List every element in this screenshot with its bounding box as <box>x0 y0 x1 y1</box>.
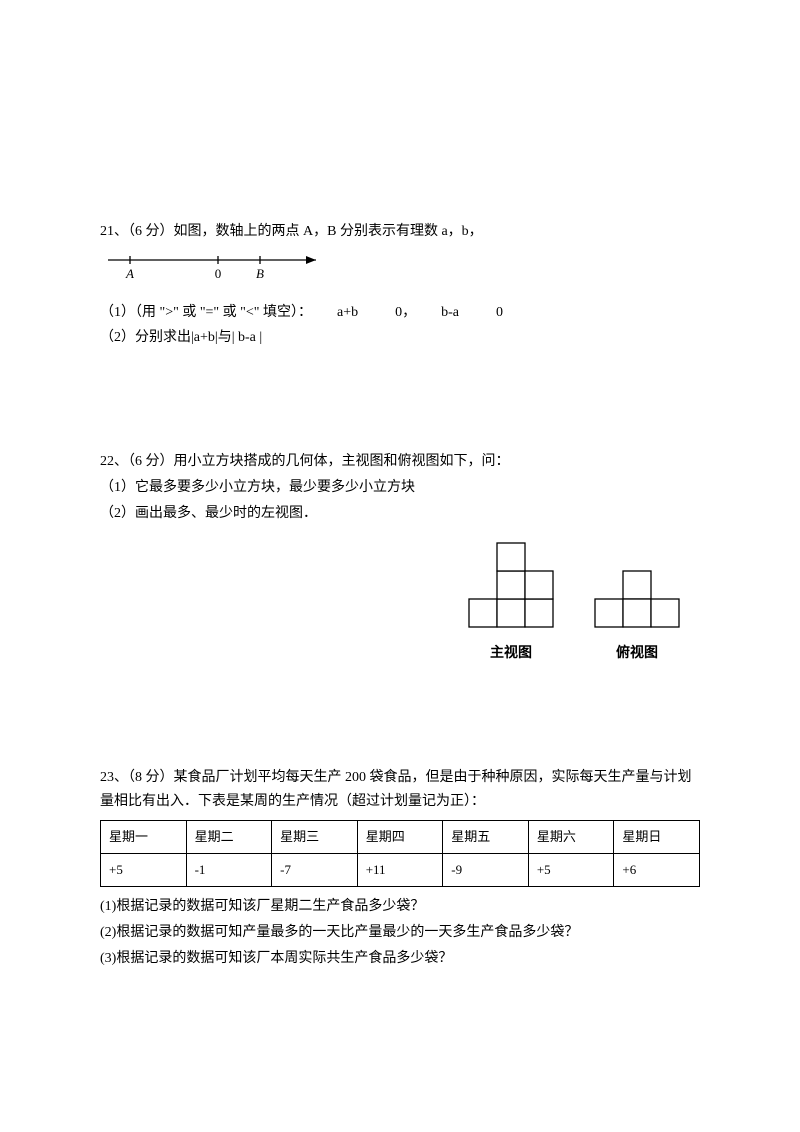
top-view-label: 俯视图 <box>594 642 680 666</box>
q23-sub2: (2)根据记录的数据可知产量最多的一天比产量最少的一天多生产食品多少袋？ <box>100 921 700 945</box>
q22-diagrams: 主视图 俯视图 <box>100 542 700 667</box>
table-header-cell: 星期二 <box>186 820 272 853</box>
question-21: 21、（6 分）如图，数轴上的两点 A，B 分别表示有理数 a，b， A 0 B （… <box>100 220 700 350</box>
q21-header: 21、（6 分）如图，数轴上的两点 A，B 分别表示有理数 a，b， <box>100 220 700 244</box>
table-header-cell: 星期四 <box>357 820 443 853</box>
front-view-svg <box>468 542 554 628</box>
q21-zero1: 0， <box>395 305 416 320</box>
table-row: +5-1-7+11-9+5+6 <box>101 853 700 886</box>
table-header-cell: 星期日 <box>614 820 700 853</box>
q21-expr2: b-a <box>441 305 459 320</box>
number-line-figure: A 0 B <box>100 250 700 295</box>
table-cell: +6 <box>614 853 700 886</box>
q21-zero2: 0 <box>496 305 503 320</box>
table-cell: +11 <box>357 853 443 886</box>
front-view-block: 主视图 <box>468 542 554 667</box>
q21-sub1-prefix: （1）（用 ">" 或 "=" 或 "<" 填空）： <box>100 305 312 320</box>
q23-sub1: (1)根据记录的数据可知该厂星期二生产食品多少袋？ <box>100 895 700 919</box>
svg-text:A: A <box>125 266 134 281</box>
table-header-cell: 星期三 <box>272 820 358 853</box>
table-cell: -7 <box>272 853 358 886</box>
number-line-svg: A 0 B <box>100 250 330 286</box>
table-cell: -9 <box>443 853 529 886</box>
question-23: 23、（8 分）某食品厂计划平均每天生产 200 袋食品，但是由于种种原因，实际… <box>100 766 700 970</box>
table-header-cell: 星期六 <box>528 820 614 853</box>
q21-sub2: （2）分别求出|a+b|与| b-a | <box>100 326 700 350</box>
table-header-cell: 星期五 <box>443 820 529 853</box>
q21-sub1: （1）（用 ">" 或 "=" 或 "<" 填空）： a+b 0， b-a 0 <box>100 301 700 325</box>
front-view-label: 主视图 <box>468 642 554 666</box>
q21-expr1: a+b <box>337 305 358 320</box>
q23-sub3: (3)根据记录的数据可知该厂本周实际共生产食品多少袋？ <box>100 947 700 971</box>
table-cell: +5 <box>101 853 187 886</box>
q23-table: 星期一星期二星期三星期四星期五星期六星期日+5-1-7+11-9+5+6 <box>100 820 700 887</box>
question-22: 22、（6 分）用小立方块搭成的几何体，主视图和俯视图如下，问： （1）它最多要… <box>100 450 700 666</box>
svg-text:B: B <box>256 266 264 281</box>
top-view-block: 俯视图 <box>594 570 680 667</box>
table-cell: +5 <box>528 853 614 886</box>
q22-header: 22、（6 分）用小立方块搭成的几何体，主视图和俯视图如下，问： <box>100 450 700 474</box>
svg-text:0: 0 <box>215 266 222 281</box>
q22-sub1: （1）它最多要多少小立方块，最少要多少小立方块 <box>100 476 700 500</box>
table-header-cell: 星期一 <box>101 820 187 853</box>
q23-header: 23、（8 分）某食品厂计划平均每天生产 200 袋食品，但是由于种种原因，实际… <box>100 766 700 814</box>
q22-sub2: （2）画出最多、最少时的左视图． <box>100 502 700 526</box>
table-cell: -1 <box>186 853 272 886</box>
top-view-svg <box>594 570 680 628</box>
